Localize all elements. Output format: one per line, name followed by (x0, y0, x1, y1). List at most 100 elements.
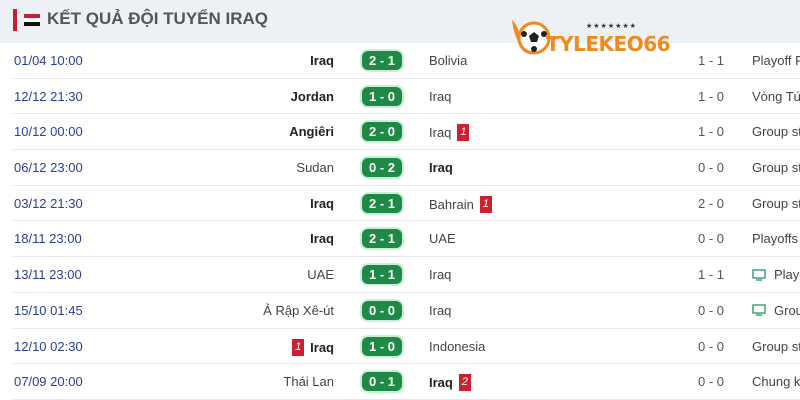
score-badge[interactable]: 2 - 0 (362, 122, 402, 142)
tv-icon[interactable] (752, 304, 766, 317)
away-team[interactable]: Bolivia (429, 53, 467, 68)
away-team-name: Iraq (429, 302, 452, 318)
match-list: 01/04 10:00 Iraq 2 - 1 Bolivia 1 - 1 Pla… (13, 43, 800, 400)
competition: Vòng Tứ (752, 89, 800, 104)
accent-bar (13, 9, 17, 31)
home-team[interactable]: Iraq (310, 231, 334, 246)
halftime-score: 0 - 0 (697, 160, 724, 176)
home-team[interactable]: UAE (307, 267, 334, 282)
score-badge[interactable]: 2 - 1 (362, 193, 402, 213)
match-date: 01/04 10:00 (14, 53, 83, 68)
red-card-badge: 1 (457, 124, 470, 142)
halftime-score: 0 - 0 (697, 231, 724, 247)
away-team-name: Iraq (429, 267, 452, 283)
home-team-name: Iraq (310, 339, 334, 355)
halftime-score: 1 - 0 (697, 124, 724, 140)
home-team-name: Thái Lan (283, 374, 334, 390)
home-team[interactable]: Iraq (310, 53, 334, 68)
home-team[interactable]: 1 Iraq (292, 338, 334, 356)
competition-name: Chung k (752, 374, 800, 390)
score-badge[interactable]: 1 - 1 (362, 265, 402, 285)
competition-name: Grou (774, 302, 800, 318)
match-row[interactable]: 01/04 10:00 Iraq 2 - 1 Bolivia 1 - 1 Pla… (13, 43, 800, 79)
competition-name: Playoff F (752, 53, 800, 68)
score-badge[interactable]: 0 - 1 (362, 372, 402, 392)
away-team-name: Iraq (429, 125, 452, 141)
score-badge[interactable]: 0 - 2 (362, 158, 402, 178)
competition: Grou (752, 303, 800, 318)
match-row[interactable]: 07/09 20:00 Thái Lan 0 - 1 Iraq 2 0 - 0 C… (13, 364, 800, 400)
soccer-ball-flame-icon (512, 20, 551, 55)
home-team[interactable]: Jordan (291, 89, 334, 104)
away-team-name: UAE (429, 231, 456, 247)
home-team[interactable]: Ả Rập Xê-út (263, 303, 334, 318)
home-team-name: Iraq (310, 231, 334, 247)
red-card-badge: 2 (458, 374, 471, 392)
match-date: 06/12 23:00 (14, 160, 83, 176)
competition-name: Group st (752, 160, 800, 176)
competition: Group st (752, 339, 800, 354)
home-team-name: Iraq (310, 195, 334, 211)
halftime-score: 0 - 0 (697, 338, 724, 354)
match-date: 15/10 01:45 (14, 302, 83, 318)
competition-name: Group st (752, 124, 800, 140)
match-row[interactable]: 13/11 23:00 UAE 1 - 1 Iraq 1 - 1 Playo (13, 257, 800, 293)
away-team-name: Iraq (429, 375, 453, 391)
halftime-score: 1 - 1 (697, 267, 724, 283)
competition: Group st (752, 160, 800, 175)
home-team-name: Angiêri (289, 124, 334, 140)
away-team[interactable]: Iraq 1 (429, 124, 470, 142)
home-team[interactable]: Angiêri (289, 124, 334, 139)
away-team[interactable]: Iraq (429, 303, 451, 318)
halftime-score: 0 - 0 (697, 302, 724, 318)
competition: Playoff F (752, 53, 800, 68)
competition-name: Group st (752, 195, 800, 211)
score-badge[interactable]: 2 - 1 (362, 229, 402, 249)
score-badge[interactable]: 1 - 0 (362, 86, 402, 106)
home-team[interactable]: Iraq (310, 196, 334, 211)
halftime-score: 1 - 1 (697, 53, 724, 68)
match-row[interactable]: 12/12 21:30 Jordan 1 - 0 Iraq 1 - 0 Vòng… (13, 79, 800, 115)
score-badge[interactable]: 2 - 1 (362, 51, 402, 70)
away-team[interactable]: Bahrain 1 (429, 195, 492, 213)
home-team-name: Iraq (310, 53, 334, 68)
home-team[interactable]: Thái Lan (283, 374, 334, 389)
match-date: 12/12 21:30 (14, 88, 83, 104)
iraq-flag-icon (24, 14, 40, 26)
away-team[interactable]: Iraq (429, 160, 453, 175)
red-card-badge: 1 (479, 195, 492, 213)
match-row[interactable]: 15/10 01:45 Ả Rập Xê-út 0 - 0 Iraq 0 - 0… (13, 293, 800, 329)
competition-name: Playoffs (752, 231, 799, 247)
red-card-badge: 1 (292, 338, 305, 356)
tv-icon[interactable] (752, 268, 766, 281)
match-row[interactable]: 06/12 23:00 Sudan 0 - 2 Iraq 0 - 0 Group… (13, 150, 800, 186)
match-row[interactable]: 12/10 02:30 1 Iraq 1 - 0 Indonesia 0 - 0 … (13, 329, 800, 365)
home-team-name: UAE (307, 267, 334, 283)
away-team[interactable]: Indonesia (429, 339, 485, 354)
away-team[interactable]: Iraq (429, 267, 451, 282)
away-team[interactable]: Iraq 2 (429, 374, 471, 392)
competition-name: Vòng Tứ (752, 88, 800, 104)
score-badge[interactable]: 0 - 0 (362, 300, 402, 320)
competition: Group st (752, 124, 800, 139)
away-team-name: Bolivia (429, 53, 468, 68)
logo-text: TYLEKEO66 (546, 32, 671, 56)
competition-name: Playo (774, 267, 800, 283)
match-row[interactable]: 18/11 23:00 Iraq 2 - 1 UAE 0 - 0 Playoff… (13, 221, 800, 258)
home-team[interactable]: Sudan (296, 160, 334, 175)
away-team[interactable]: Iraq (429, 89, 451, 104)
away-team-name: Bahrain (429, 196, 474, 212)
match-date: 07/09 20:00 (14, 374, 83, 390)
section-title: KẾT QUẢ ĐỘI TUYỂN IRAQ (47, 9, 269, 28)
away-team[interactable]: UAE (429, 231, 456, 246)
match-row[interactable]: 03/12 21:30 Iraq 2 - 1 Bahrain 1 2 - 0 Gr… (13, 186, 800, 222)
match-date: 13/11 23:00 (14, 267, 82, 283)
competition: Playo (752, 267, 800, 282)
match-row[interactable]: 10/12 00:00 Angiêri 2 - 0 Iraq 1 1 - 0 Gr… (13, 114, 800, 151)
match-date: 18/11 23:00 (14, 231, 82, 247)
competition: Chung k (752, 374, 800, 389)
score-badge[interactable]: 1 - 0 (362, 336, 402, 356)
halftime-score: 1 - 0 (697, 88, 724, 104)
match-date: 12/10 02:30 (14, 338, 83, 354)
halftime-score: 0 - 0 (697, 374, 724, 390)
